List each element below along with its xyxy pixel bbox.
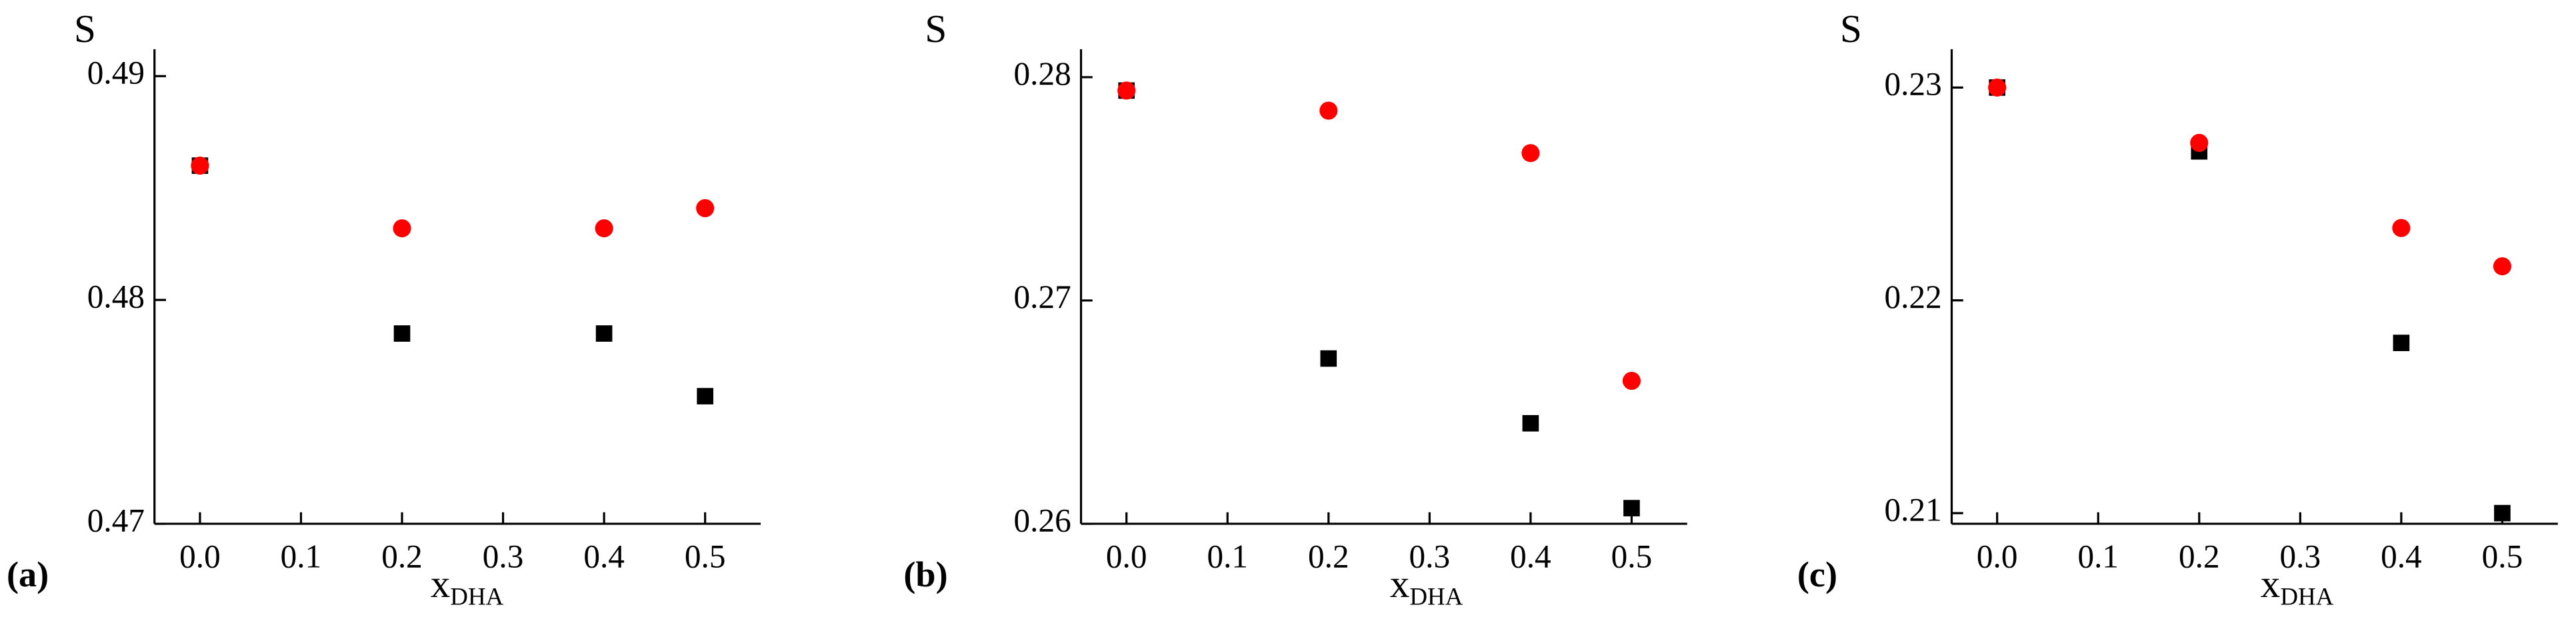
square-marker	[2393, 334, 2410, 351]
circle-marker	[1622, 372, 1641, 390]
y-tick-label: 0.23	[1885, 66, 1942, 103]
panel-label: (b)	[903, 554, 947, 594]
x-axis-label-subscript: DHA	[1409, 583, 1463, 610]
square-marker	[1623, 500, 1640, 516]
panel: 0.21 0.22 0.23 0.0 0.1 0.2 0.3 0.4 0.5 S (c) xDHA	[1797, 7, 2558, 610]
x-tick-label: 0.0	[179, 538, 221, 575]
y-tick-label: 0.21	[1885, 491, 1942, 528]
x-axis-label-main: x	[2261, 562, 2281, 606]
panel-label: (a)	[7, 554, 49, 594]
circle-marker	[1117, 81, 1136, 100]
x-tick-label: 0.4	[583, 538, 625, 575]
y-tick-label: 0.22	[1885, 279, 1942, 315]
circle-marker	[1988, 78, 2007, 97]
x-tick-label: 0.2	[381, 538, 423, 575]
x-tick-label: 0.2	[1308, 538, 1349, 575]
x-tick-label: 0.4	[1510, 538, 1551, 575]
y-axis-label: S	[74, 7, 96, 51]
square-marker	[2494, 504, 2511, 522]
x-tick-label: 0.2	[2179, 538, 2220, 575]
y-tick-label: 0.49	[87, 55, 145, 91]
x-tick-label: 0.5	[685, 538, 726, 575]
circle-marker	[1319, 101, 1338, 120]
circle-marker	[2493, 257, 2511, 276]
x-axis-label: xDHA	[2261, 562, 2334, 610]
x-tick-label: 0.4	[2381, 538, 2422, 575]
x-axis-label-subscript: DHA	[2280, 583, 2333, 610]
circle-marker	[2392, 219, 2411, 237]
y-tick-label: 0.28	[1014, 55, 1071, 92]
x-tick-label: 0.0	[1106, 538, 1147, 575]
x-axis-label-subscript: DHA	[450, 583, 503, 610]
y-axis-label: S	[1840, 7, 1862, 51]
y-tick-label: 0.47	[87, 502, 145, 538]
x-tick-label: 0.0	[1977, 538, 2018, 575]
circle-marker	[696, 199, 715, 217]
x-axis-label: xDHA	[1390, 562, 1463, 610]
y-tick-label: 0.48	[87, 278, 145, 315]
panel: 0.26 0.27 0.28 0.0 0.1 0.2 0.3 0.4 0.5 S (b) xDHA	[903, 7, 1687, 610]
y-tick-label: 0.26	[1014, 502, 1071, 538]
x-tick-label: 0.3	[2280, 538, 2321, 575]
x-axis-label-main: x	[1390, 562, 1410, 606]
panel-label: (c)	[1797, 554, 1837, 594]
x-tick-label: 0.3	[1409, 538, 1451, 575]
panel: 0.47 0.48 0.49 0.0 0.1 0.2 0.3 0.4 0.5 S (a) xDHA	[7, 7, 761, 610]
circle-marker	[2190, 133, 2209, 152]
circle-marker	[191, 157, 209, 175]
square-marker	[393, 325, 411, 342]
x-axis-label-main: x	[431, 562, 451, 606]
x-tick-label: 0.1	[281, 538, 322, 575]
circle-marker	[595, 219, 613, 238]
x-tick-label: 0.5	[1611, 538, 1653, 575]
x-tick-label: 0.3	[483, 538, 524, 575]
square-marker	[1522, 414, 1539, 432]
square-marker	[595, 325, 613, 342]
square-marker	[697, 388, 713, 404]
y-axis-label: S	[925, 7, 947, 51]
x-axis-label: xDHA	[431, 562, 504, 610]
square-marker	[1320, 350, 1337, 367]
circle-marker	[1521, 144, 1540, 163]
x-tick-label: 0.1	[2077, 538, 2119, 575]
x-tick-label: 0.1	[1207, 538, 1248, 575]
circle-marker	[393, 219, 411, 238]
x-tick-label: 0.5	[2482, 538, 2523, 575]
y-tick-label: 0.27	[1014, 279, 1071, 315]
